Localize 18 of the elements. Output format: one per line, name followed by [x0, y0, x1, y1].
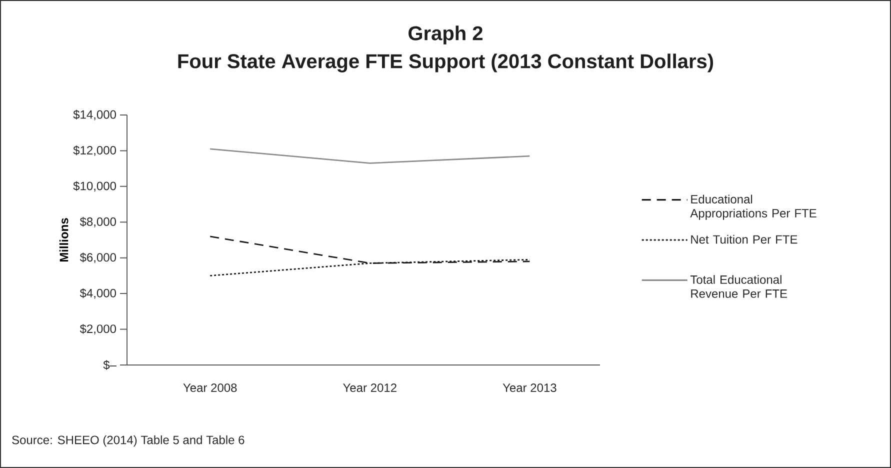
chart-subtitle: Four State Average FTE Support (2013 Constant Dollars)	[178, 54, 714, 72]
y-tick-label: $10,000	[73, 181, 116, 192]
y-tick-label: $4,000	[80, 288, 116, 299]
source-note: Source: SHEEO (2014) Table 5 and Table 6	[12, 435, 244, 447]
legend-label: Total Educational Revenue Per FTE	[690, 275, 787, 298]
chart-title: Graph 2	[408, 26, 482, 44]
y-axis-title: Millions	[59, 218, 68, 262]
y-tick-label: $8,000	[80, 216, 116, 228]
y-tick-label: $2,000	[80, 324, 116, 334]
x-tick-label: Year 2013	[502, 384, 556, 392]
legend-label: Net Tuition Per FTE	[691, 234, 798, 244]
y-tick-label: $6,000	[80, 252, 116, 264]
legend-label: Educational Appropriations Per FTE	[690, 194, 816, 220]
x-tick-label: Year 2012	[343, 384, 396, 392]
x-tick-label: Year 2008	[183, 384, 237, 392]
y-tick-label: $–	[103, 360, 116, 370]
y-tick-label: $12,000	[73, 146, 116, 156]
y-tick-label: $14,000	[73, 110, 116, 120]
